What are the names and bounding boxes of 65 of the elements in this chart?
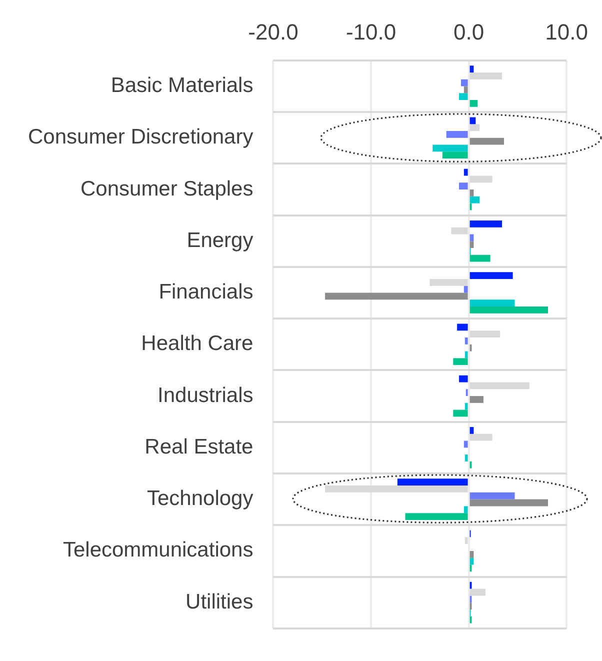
bar [464, 440, 468, 448]
bar [325, 486, 468, 492]
bar [470, 241, 474, 248]
y-tick-label: Financials [158, 280, 254, 304]
bar [460, 79, 468, 86]
bar [464, 168, 468, 176]
bar [457, 324, 468, 331]
bar [470, 100, 478, 107]
bar [470, 234, 474, 242]
bar [470, 176, 492, 183]
y-tick-label: Technology [146, 487, 254, 510]
bar [459, 182, 468, 190]
bar [470, 588, 486, 596]
bar [430, 278, 468, 286]
bar [470, 196, 480, 204]
bar [470, 220, 502, 228]
bar [464, 454, 468, 462]
bar [459, 375, 468, 382]
bar [470, 427, 474, 434]
bar [464, 402, 468, 410]
y-tick-label: Utilities [186, 590, 254, 614]
bar [464, 338, 468, 344]
bar [470, 306, 548, 314]
bar [442, 152, 468, 159]
x-tick-label: -20.0 [248, 19, 298, 44]
y-tick-label: Real Estate [144, 435, 254, 458]
bar [470, 382, 530, 390]
bar [453, 410, 468, 417]
bar [470, 138, 504, 145]
bar [397, 478, 468, 486]
bar [464, 286, 468, 293]
y-tick-label: Telecommunications [62, 538, 254, 562]
y-tick-label: Energy [186, 228, 254, 252]
bar [451, 227, 468, 234]
bar [470, 434, 492, 441]
bar [446, 130, 468, 138]
bar [470, 189, 474, 196]
y-tick-label: Health Care [141, 332, 254, 356]
x-tick-label: 10.0 [545, 19, 588, 44]
bar [470, 117, 476, 124]
bar [459, 93, 468, 100]
bar [470, 499, 548, 506]
bar [470, 66, 474, 72]
bar [470, 330, 500, 338]
bar [464, 86, 468, 94]
bar [470, 72, 502, 80]
bar [470, 272, 513, 279]
bar [432, 144, 468, 152]
bar [470, 396, 484, 403]
y-tick-label: Consumer Staples [80, 177, 254, 200]
bar [470, 124, 480, 131]
y-tick-label: Consumer Discretionary [28, 126, 254, 149]
bar [470, 492, 515, 500]
bar [453, 358, 468, 366]
bar [470, 550, 474, 558]
y-tick-label: Industrials [158, 384, 254, 407]
x-tick-label: -10.0 [346, 19, 396, 44]
bar [464, 506, 468, 514]
bar [405, 513, 468, 520]
bar [325, 292, 468, 300]
x-tick-label: 0.0 [454, 19, 484, 44]
y-tick-label: Basic Materials [110, 74, 254, 98]
bar [464, 351, 468, 358]
bar [470, 254, 490, 262]
bar [470, 300, 515, 307]
